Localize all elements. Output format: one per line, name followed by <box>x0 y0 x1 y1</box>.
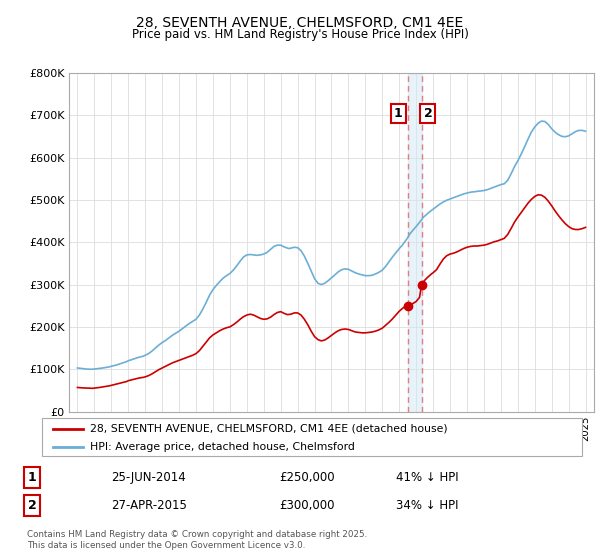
Text: 2: 2 <box>424 107 432 120</box>
Bar <box>407 73 422 412</box>
Text: £250,000: £250,000 <box>280 471 335 484</box>
Text: Contains HM Land Registry data © Crown copyright and database right 2025.
This d: Contains HM Land Registry data © Crown c… <box>26 530 367 550</box>
Text: 25-JUN-2014: 25-JUN-2014 <box>111 471 185 484</box>
Text: 1: 1 <box>394 107 403 120</box>
Text: HPI: Average price, detached house, Chelmsford: HPI: Average price, detached house, Chel… <box>89 442 355 452</box>
Text: £300,000: £300,000 <box>280 499 335 512</box>
Text: 28, SEVENTH AVENUE, CHELMSFORD, CM1 4EE (detached house): 28, SEVENTH AVENUE, CHELMSFORD, CM1 4EE … <box>89 423 447 433</box>
Text: 34% ↓ HPI: 34% ↓ HPI <box>396 499 458 512</box>
Text: 1: 1 <box>28 471 37 484</box>
Text: 27-APR-2015: 27-APR-2015 <box>111 499 187 512</box>
FancyBboxPatch shape <box>42 418 582 456</box>
Text: 41% ↓ HPI: 41% ↓ HPI <box>396 471 459 484</box>
Text: 28, SEVENTH AVENUE, CHELMSFORD, CM1 4EE: 28, SEVENTH AVENUE, CHELMSFORD, CM1 4EE <box>136 16 464 30</box>
Text: Price paid vs. HM Land Registry's House Price Index (HPI): Price paid vs. HM Land Registry's House … <box>131 28 469 41</box>
Text: 2: 2 <box>28 499 37 512</box>
